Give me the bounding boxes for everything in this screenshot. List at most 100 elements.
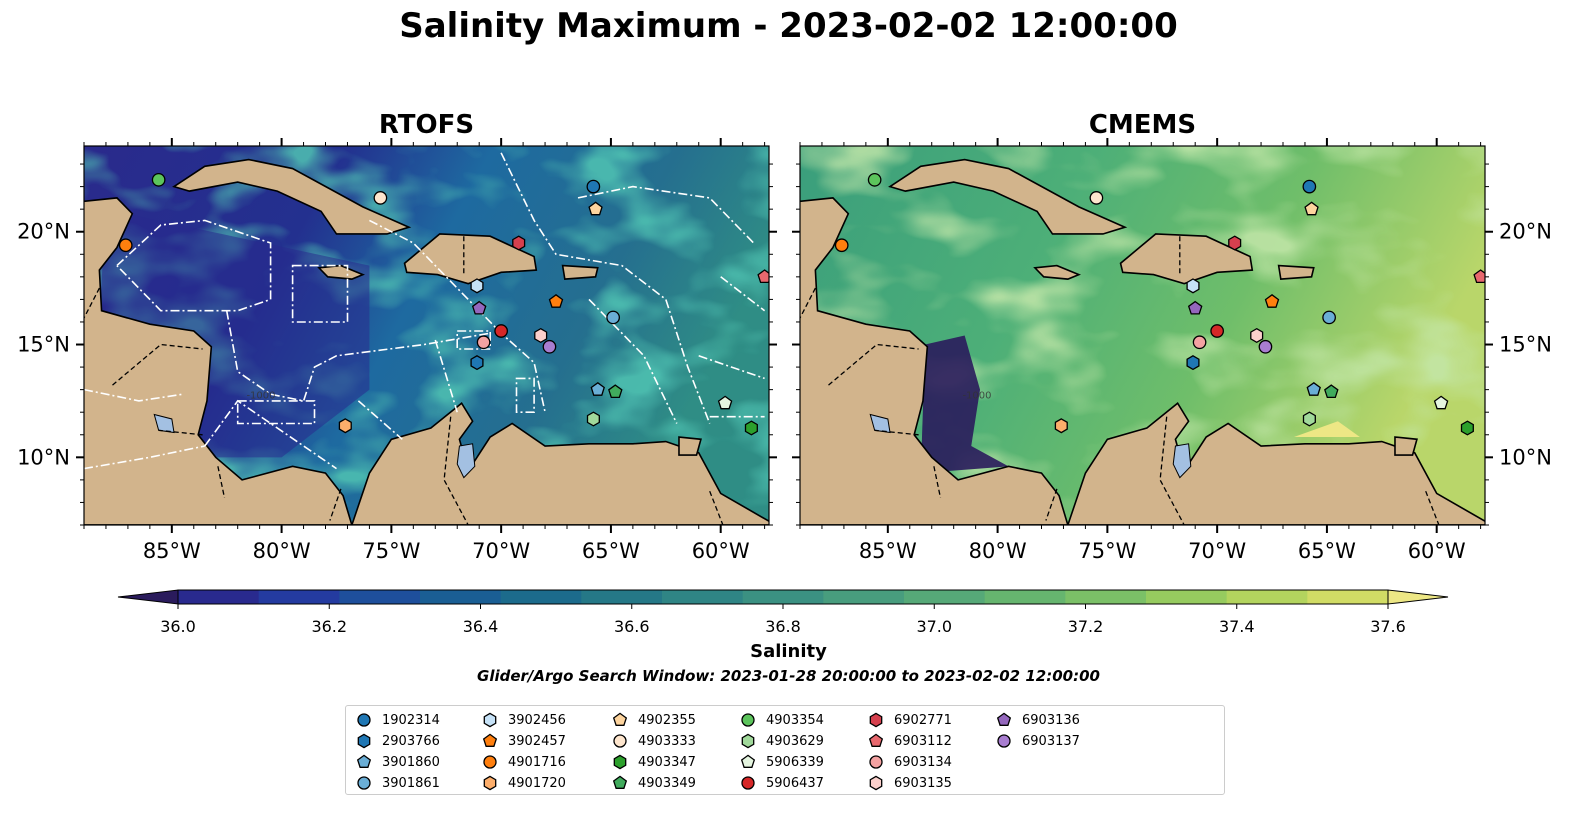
platform-marker-4903354-cmems [867,172,882,187]
map-frame [792,138,1493,533]
legend-label: 3901861 [382,775,440,791]
eez-boundaries [84,152,766,470]
legend-label: 4903354 [766,712,824,728]
contour-label: -1000 [962,391,991,402]
high-salinity-zone [1293,421,1360,438]
legend-label: 6903137 [1022,733,1080,749]
platform-marker-4902355-cmems [1304,201,1319,216]
x-tick-label-cmems: 60°W [1408,539,1466,563]
legend-marker-icon [869,712,883,728]
legend-marker-icon [357,776,371,790]
legend-item-3902457: 3902457 [482,731,566,751]
x-tick-label-rtofs: 65°W [582,539,640,563]
platform-marker-6902771-rtofs [512,235,526,251]
legend-item-4903629: 4903629 [740,731,824,751]
legend-marker-6903136 [996,712,1012,726]
legend-label: 1902314 [382,712,440,728]
colorbar-tick-label: 37.6 [1370,617,1406,636]
legend-item-4903347: 4903347 [612,752,696,772]
colorbar-tick-label: 36.8 [765,617,801,636]
legend-item-3901861: 3901861 [356,773,440,793]
legend-marker-4903629 [741,733,755,749]
cmems-map: -1000 85°W 80°W 75°W 70°W 65°W 60°W 10°N 15°N 20°… [792,138,1552,563]
legend-marker-4901716 [483,755,497,769]
legend-item-5906437: 5906437 [740,773,824,793]
platform-marker-1902314-rtofs [586,179,601,194]
platform-marker-6902771-cmems [1228,235,1242,251]
platform-marker-4901720-cmems [1054,418,1068,434]
legend-item-4903333: 4903333 [612,731,696,751]
legend-marker-6903134 [869,755,883,769]
panel-title-cmems: CMEMS [1088,110,1197,140]
legend-marker-4903354 [741,713,755,727]
platform-marker-4901716-rtofs [118,238,133,253]
legend-label: 6903134 [894,754,952,770]
legend-marker-6903137 [997,734,1011,748]
colorbar-tick-label: 36.2 [311,617,347,636]
x-tick-label-rtofs: 80°W [253,539,311,563]
rtofs-map: -1000 85°W 80°W 75°W 70°W 65°W 60°W 10°N 15°N 20°… [17,138,777,563]
legend-marker-4903333 [613,734,627,748]
legend-marker-3901860 [356,754,372,768]
legend-item-4901720: 4901720 [482,773,566,793]
x-tick-label-cmems: 85°W [859,539,917,563]
legend-item-6903134: 6903134 [868,752,952,772]
colorbar-tick-label: 36.4 [463,617,499,636]
platform-marker-4903333-cmems [1089,191,1104,205]
legend-item-3902456: 3902456 [482,710,566,730]
legend-marker-icon [357,713,371,727]
legend-item-6903136: 6903136 [996,710,1080,730]
legend-marker-5906437 [741,776,755,790]
legend-label: 6903112 [894,733,952,749]
x-tick-label-cmems: 80°W [969,539,1027,563]
legend-marker-1902314 [357,713,371,727]
legend-marker-icon [482,733,498,747]
colorbar-tick-label: 37.0 [916,617,952,636]
legend-item-6903112: 6903112 [868,731,952,751]
legend-item-4902355: 4902355 [612,710,696,730]
colorbar-tick-label: 36.0 [160,617,196,636]
legend-item-4903354: 4903354 [740,710,824,730]
country-borders [800,236,1440,525]
legend-marker-icon [996,712,1012,726]
y-tick-label-cmems: 10°N [1499,445,1552,469]
legend-label: 4901716 [508,754,566,770]
legend-marker-icon [869,755,883,769]
legend-marker-icon [741,733,755,749]
platform-marker-5906339-rtofs [717,395,733,410]
y-tick-label-cmems: 15°N [1499,333,1552,357]
legend-item-3901860: 3901860 [356,752,440,772]
platform-marker-6903135-cmems [1250,327,1264,344]
legend-marker-icon [741,776,755,790]
platform-marker-5906437-cmems [1210,324,1224,338]
x-tick-label-rtofs: 60°W [692,539,750,563]
figure-title: Salinity Maximum - 2023-02-02 12:00:00 [399,6,1178,46]
platform-marker-4903629-rtofs [586,411,600,427]
legend-label: 4903333 [638,733,696,749]
legend-marker-5906339 [740,754,756,768]
panel-title-rtofs: RTOFS [378,110,475,140]
legend-marker-icon [740,754,756,768]
platform-marker-3902456-rtofs [470,278,484,294]
low-salinity-zone [920,335,1009,474]
legend-label: 5906339 [766,754,824,770]
legend-item-1902314: 1902314 [356,710,440,730]
legend-item-6903135: 6903135 [868,773,952,793]
legend-marker-4901720 [483,775,497,791]
platform-marker-2903766-cmems [1186,355,1200,371]
legend-label: 4903349 [638,775,696,791]
platform-marker-5906437-rtofs [494,324,508,338]
platform-marker-6903112-cmems [1473,269,1485,284]
legend-marker-6902771 [869,712,883,728]
legend-marker-2903766 [357,733,371,749]
y-tick-label-rtofs: 15°N [17,333,70,357]
legend-marker-3902457 [482,733,498,747]
colorbar-label: Salinity [750,641,827,662]
legend-label: 4903347 [638,754,696,770]
x-tick-label-cmems: 65°W [1298,539,1356,563]
platform-marker-4901720-rtofs [338,418,352,434]
legend-marker-icon [613,734,627,748]
legend-label: 3902457 [508,733,566,749]
platform-marker-2903766-rtofs [470,355,484,371]
legend-label: 2903766 [382,733,440,749]
